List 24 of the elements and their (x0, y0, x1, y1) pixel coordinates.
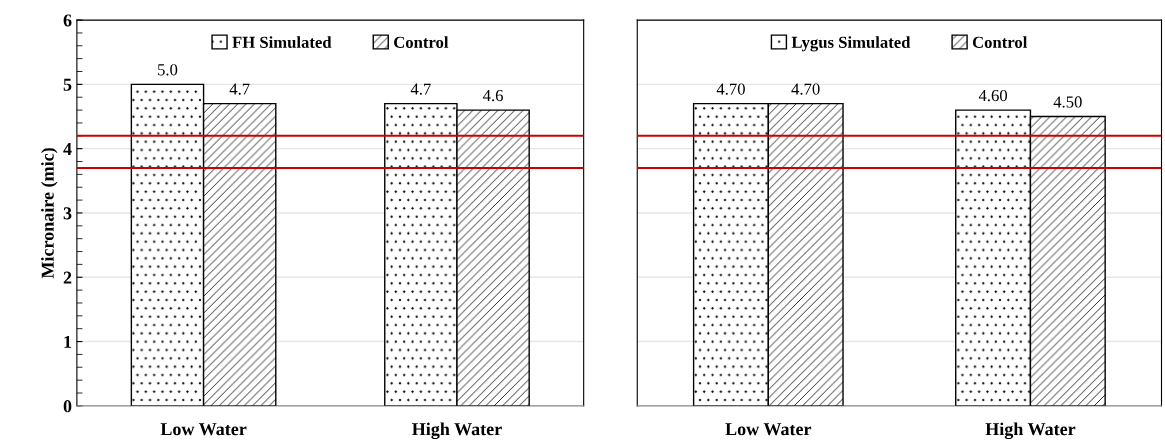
data-label: 4.7 (229, 83, 250, 95)
x-tick-label: High Water (412, 422, 502, 440)
data-label: 4.60 (978, 89, 1008, 102)
legend-label: Control (394, 36, 449, 48)
data-label: 4.7 (410, 83, 431, 95)
data-label: 4.70 (791, 83, 820, 95)
x-tick-label: Low Water (725, 423, 812, 436)
data-label: 4.50 (1053, 96, 1082, 108)
x-tick-label: High Water (985, 422, 1076, 440)
y-tick-label: 3 (63, 207, 72, 220)
y-tick-label: 2 (63, 271, 72, 284)
y-tick-label: 6 (63, 14, 72, 27)
legend-label: Control (972, 36, 1028, 48)
y-tick-label: 5 (63, 78, 72, 91)
y-tick-label: 1 (64, 335, 72, 348)
legend-label: Lygus Simulated (791, 36, 911, 52)
legend-label: FH Simulated (232, 36, 332, 48)
y-axis-title: Micronaire (mic) (41, 148, 58, 279)
x-tick-label: Low Water (160, 423, 247, 436)
y-tick-label: 4 (63, 143, 72, 155)
data-label: 4.70 (716, 83, 745, 95)
data-label: 4.6 (482, 89, 503, 102)
y-tick-label: 0 (63, 400, 72, 413)
data-label: 5.0 (158, 64, 178, 76)
